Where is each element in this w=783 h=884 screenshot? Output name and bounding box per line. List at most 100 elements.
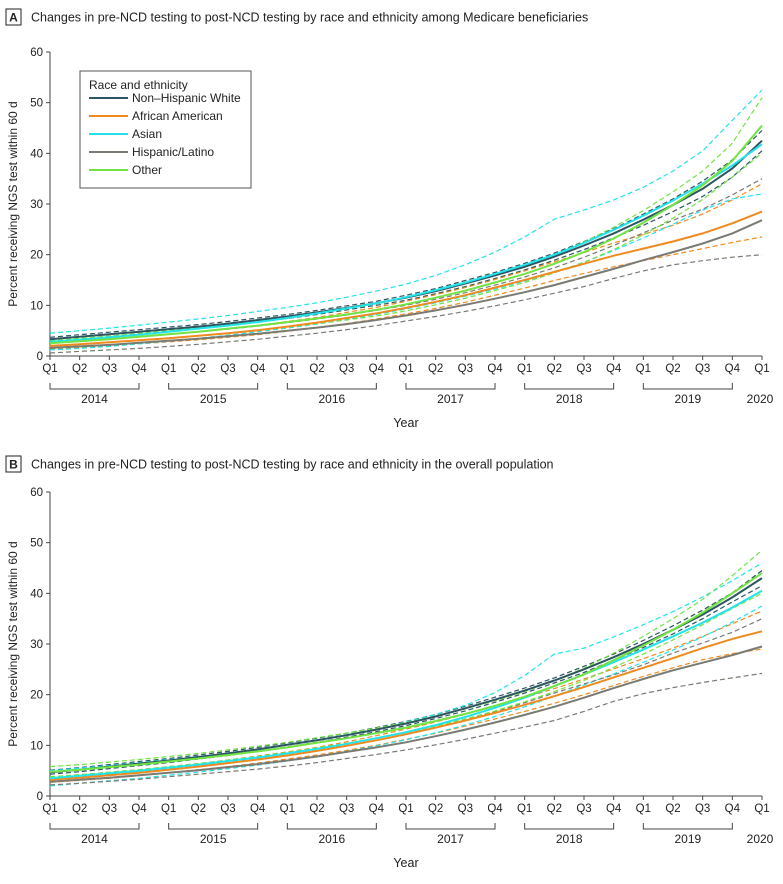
chart-panel-a: A Changes in pre-NCD testing to post-NCD … xyxy=(5,8,774,430)
series-line-other xyxy=(50,572,763,773)
x-tick-label: Q2 xyxy=(547,803,562,815)
ci-lower-asian xyxy=(50,605,763,787)
x-tick-label: Q2 xyxy=(309,363,324,375)
y-tick-label: 30 xyxy=(30,199,43,211)
y-tick-label: 40 xyxy=(30,148,43,160)
year-bracket xyxy=(524,383,615,390)
x-tick-label: Q3 xyxy=(576,803,591,815)
x-tick-label: Q4 xyxy=(250,363,266,375)
year-label: 2020 xyxy=(747,392,774,406)
x-tick-label: Q1 xyxy=(280,803,295,815)
series-line-african-american xyxy=(50,630,763,781)
x-tick-label: Q3 xyxy=(695,803,710,815)
x-tick-label: Q2 xyxy=(309,803,324,815)
y-tick-label: 30 xyxy=(30,639,43,651)
year-bracket xyxy=(524,823,615,830)
x-tick-label: Q1 xyxy=(42,363,57,375)
ci-upper-non-hispanic-white xyxy=(50,570,763,771)
panel-label-box xyxy=(5,8,22,26)
x-tick-label: Q3 xyxy=(102,803,117,815)
y-tick-label: 0 xyxy=(37,791,43,803)
x-tick-label: Q3 xyxy=(576,363,591,375)
x-tick-label: Q4 xyxy=(606,363,622,375)
year-bracket xyxy=(405,383,496,390)
x-tick-label: Q2 xyxy=(72,363,87,375)
series-line-other xyxy=(50,124,763,345)
x-tick-label: Q1 xyxy=(398,803,413,815)
year-bracket xyxy=(405,823,496,830)
x-tick-label: Q2 xyxy=(428,363,443,375)
x-tick-label: Q3 xyxy=(458,803,473,815)
year-bracket xyxy=(286,383,377,390)
y-tick-label: 50 xyxy=(30,538,43,550)
x-tick-label: Q4 xyxy=(487,363,503,375)
chart-panel-b: B Changes in pre-NCD testing to post-NCD … xyxy=(5,455,774,870)
y-tick-label: 40 xyxy=(30,588,43,600)
ci-lower-other xyxy=(50,592,763,778)
x-tick-label: Q1 xyxy=(636,803,651,815)
series-line-asian xyxy=(50,589,763,780)
x-tick-label: Q1 xyxy=(754,803,769,815)
year-label: 2016 xyxy=(318,832,345,846)
y-tick-label: 50 xyxy=(30,98,43,110)
year-label: 2020 xyxy=(747,832,774,846)
year-bracket xyxy=(642,383,733,390)
year-label: 2016 xyxy=(318,392,345,406)
y-tick-label: 10 xyxy=(30,300,43,312)
x-axis-label: Year xyxy=(393,416,418,430)
ci-lower-asian xyxy=(50,193,763,351)
year-bracket xyxy=(286,823,377,830)
year-bracket xyxy=(168,823,259,830)
x-tick-label: Q1 xyxy=(161,803,176,815)
x-tick-label: Q4 xyxy=(725,803,741,815)
year-label: 2014 xyxy=(81,392,108,406)
ci-upper-hispanic-latino xyxy=(50,618,763,780)
ci-lower-hispanic-latino xyxy=(50,254,763,354)
x-tick-label: Q3 xyxy=(458,363,473,375)
series-line-african-american xyxy=(50,210,763,347)
x-tick-label: Q4 xyxy=(725,363,741,375)
ci-upper-other xyxy=(50,97,763,342)
panel-label: A xyxy=(9,11,18,25)
x-tick-label: Q1 xyxy=(517,803,532,815)
legend-label-other: Other xyxy=(132,163,162,177)
x-tick-label: Q2 xyxy=(665,803,680,815)
x-tick-label: Q3 xyxy=(339,803,354,815)
x-tick-label: Q3 xyxy=(695,363,710,375)
series-line-hispanic-latino xyxy=(50,219,763,349)
ci-upper-asian xyxy=(50,89,763,334)
year-label: 2017 xyxy=(437,392,464,406)
legend-box xyxy=(79,70,252,189)
x-tick-label: Q4 xyxy=(369,363,385,375)
year-label: 2015 xyxy=(200,832,227,846)
year-label: 2015 xyxy=(200,392,227,406)
year-label: 2018 xyxy=(556,832,583,846)
x-tick-label: Q2 xyxy=(191,803,206,815)
y-tick-label: 10 xyxy=(30,740,43,752)
legend-title: Race and ethnicity xyxy=(89,78,188,92)
x-tick-label: Q4 xyxy=(369,803,385,815)
x-tick-label: Q4 xyxy=(250,803,266,815)
x-tick-label: Q1 xyxy=(398,363,413,375)
panel-label: B xyxy=(9,458,18,472)
x-tick-label: Q2 xyxy=(547,363,562,375)
legend-label-non-hispanic-white: Non–Hispanic White xyxy=(132,91,241,105)
x-tick-label: Q2 xyxy=(72,803,87,815)
x-tick-label: Q4 xyxy=(131,363,147,375)
x-tick-label: Q1 xyxy=(161,363,176,375)
y-tick-label: 0 xyxy=(37,351,43,363)
x-axis-label: Year xyxy=(393,856,418,870)
x-tick-label: Q1 xyxy=(754,363,769,375)
ci-lower-african-american xyxy=(50,648,763,783)
legend-label-african-american: African American xyxy=(132,109,223,123)
chart-title: Changes in pre-NCD testing to post-NCD t… xyxy=(31,458,554,472)
y-tick-label: 20 xyxy=(30,250,43,262)
year-label: 2018 xyxy=(556,392,583,406)
ci-upper-other xyxy=(50,549,763,768)
x-tick-label: Q1 xyxy=(636,363,651,375)
y-tick-label: 60 xyxy=(30,487,43,499)
x-tick-label: Q3 xyxy=(220,803,235,815)
